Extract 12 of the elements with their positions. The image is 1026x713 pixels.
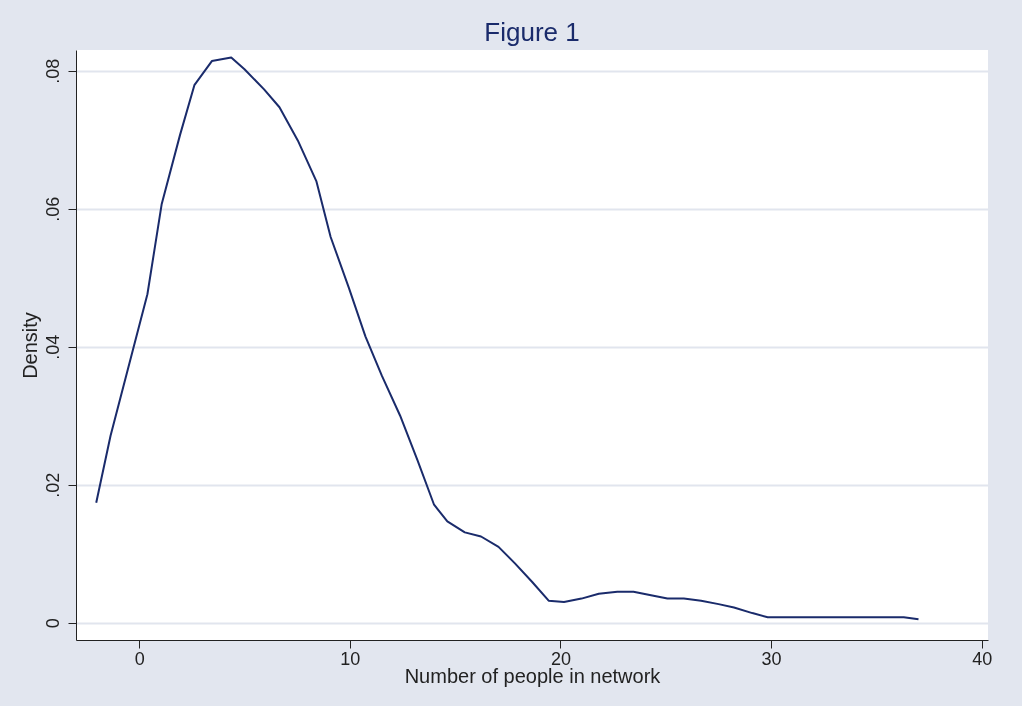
y-tick-label: .06 <box>42 196 63 222</box>
y-tick-label: .04 <box>42 334 63 360</box>
x-tick-label: 10 <box>340 648 361 669</box>
line-series <box>95 56 920 621</box>
y-axis-title: Density <box>18 312 41 379</box>
y-tick-label: .08 <box>42 58 63 84</box>
x-tick-label: 30 <box>761 648 782 669</box>
x-tick-label: 0 <box>134 648 145 669</box>
chart-title: Figure 1 <box>484 17 580 47</box>
x-tick-label: 40 <box>972 648 993 669</box>
y-tick-label: 0 <box>42 618 63 629</box>
y-tick-label: .02 <box>42 472 63 498</box>
